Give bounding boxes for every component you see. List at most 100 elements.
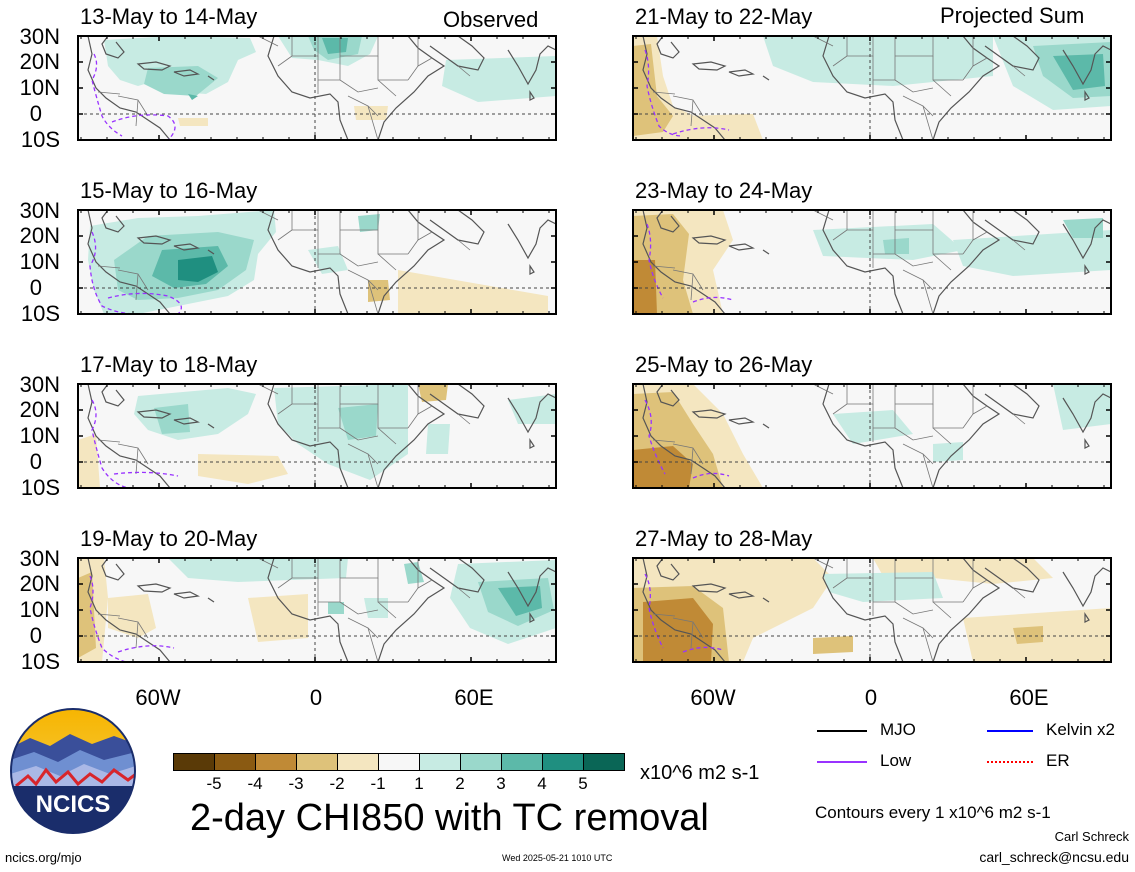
coastline xyxy=(429,383,485,419)
coastline xyxy=(1062,567,1112,608)
coastline xyxy=(822,383,904,489)
country-border xyxy=(812,209,834,221)
country-border xyxy=(812,383,834,395)
country-border xyxy=(407,65,419,81)
coastline xyxy=(529,264,535,275)
country-border xyxy=(377,601,397,619)
country-border xyxy=(972,384,988,415)
low-contour xyxy=(644,399,666,475)
lon-label-60e-left: 60E xyxy=(454,685,494,710)
lat-label-10s: 10S xyxy=(20,127,60,152)
map-panel-right-3 xyxy=(632,383,1112,489)
coastline xyxy=(1062,45,1112,86)
chi850-anomaly-region xyxy=(404,562,424,584)
chi850-anomaly-region xyxy=(328,602,344,614)
map-frame xyxy=(632,209,1112,315)
country-border xyxy=(377,253,397,271)
lat-label-10n: 10N xyxy=(19,75,60,100)
ncics-logo: NCICS xyxy=(10,708,136,834)
country-border xyxy=(690,99,694,127)
country-border xyxy=(1012,239,1026,251)
colorbar-swatch xyxy=(460,753,502,771)
issue-timestamp: Wed 2025-05-21 1010 UTC xyxy=(502,853,613,863)
coastline xyxy=(529,90,535,101)
chi850-anomaly-region xyxy=(248,594,308,642)
coastline xyxy=(136,409,172,419)
country-border xyxy=(417,384,433,415)
coastline xyxy=(87,35,171,141)
coastline xyxy=(87,209,171,315)
coastline xyxy=(932,209,1001,315)
panel-title-left-2: 15-May to 16-May xyxy=(80,178,258,203)
lat-label-20n: 20N xyxy=(19,223,60,248)
country-border xyxy=(291,384,319,405)
coastline xyxy=(1084,438,1090,449)
lat-label-30n: 30N xyxy=(19,372,60,397)
coastline xyxy=(728,591,755,599)
country-border xyxy=(812,557,834,569)
colorbar-units: x10^6 m2 s-1 xyxy=(640,762,760,784)
country-border xyxy=(652,613,676,617)
coastline xyxy=(1062,219,1112,260)
map-panel-left-3 xyxy=(77,383,557,489)
chi850-anomaly-region xyxy=(426,424,450,454)
coastline xyxy=(207,249,215,255)
colorbar-tick-label: -1 xyxy=(370,774,386,793)
lon-label-0-left: 0 xyxy=(309,685,323,710)
map-frame xyxy=(77,35,557,141)
country-border xyxy=(846,558,874,579)
coastline xyxy=(429,35,485,71)
chi850-anomaly-region xyxy=(108,594,156,638)
colorbar-swatch xyxy=(542,753,584,771)
coastline xyxy=(173,69,200,77)
country-border xyxy=(922,279,934,315)
country-border xyxy=(894,427,934,441)
chi850-anomaly-region xyxy=(683,114,763,140)
country-border xyxy=(972,36,988,67)
country-border xyxy=(97,439,121,443)
country-border xyxy=(832,403,848,415)
low-contour xyxy=(692,296,734,303)
low-contour xyxy=(682,646,724,653)
lat-label-10s: 10S xyxy=(20,301,60,326)
colorbar-tick-label: -4 xyxy=(247,774,263,793)
chi850-anomaly-region xyxy=(354,106,388,120)
colorbar-tick-label: 3 xyxy=(496,774,506,793)
coastline xyxy=(377,557,446,663)
colorbar-tick-label: 2 xyxy=(455,774,465,793)
chi850-anomaly-region xyxy=(1063,218,1103,238)
country-border xyxy=(339,601,379,615)
chi850-anomaly-region xyxy=(1053,384,1111,430)
coastline xyxy=(691,409,727,419)
country-border xyxy=(932,601,952,619)
coastline xyxy=(507,45,557,86)
coastline xyxy=(642,557,726,663)
chi850-anomaly-region xyxy=(823,572,943,602)
lat-label-20n: 20N xyxy=(19,571,60,596)
low-contour xyxy=(89,231,139,315)
lon-label-0-right: 0 xyxy=(864,685,878,710)
map-panel-left-2 xyxy=(77,209,557,315)
coastline xyxy=(507,219,557,260)
chi850-anomaly-region xyxy=(933,442,963,462)
coastline xyxy=(87,383,171,489)
country-border xyxy=(1012,587,1026,599)
coastline xyxy=(377,383,446,489)
legend-mjo-line xyxy=(817,730,867,732)
country-border xyxy=(367,279,379,315)
lat-label-10n: 10N xyxy=(19,423,60,448)
country-border xyxy=(135,273,139,301)
country-border xyxy=(690,447,694,475)
coastline xyxy=(822,557,904,663)
coastline xyxy=(267,35,349,141)
website-link[interactable]: ncics.org/mjo xyxy=(5,850,82,865)
country-border xyxy=(407,587,419,603)
colorbar-swatch xyxy=(419,753,461,771)
panel-title-right-4: 27-May to 28-May xyxy=(635,526,813,551)
chi850-anomaly-region xyxy=(442,56,556,102)
legend-er-label: ER xyxy=(1046,751,1070,770)
country-border xyxy=(972,210,988,241)
low-contour xyxy=(91,399,129,489)
low-contour xyxy=(672,127,730,135)
coastline xyxy=(101,35,125,59)
